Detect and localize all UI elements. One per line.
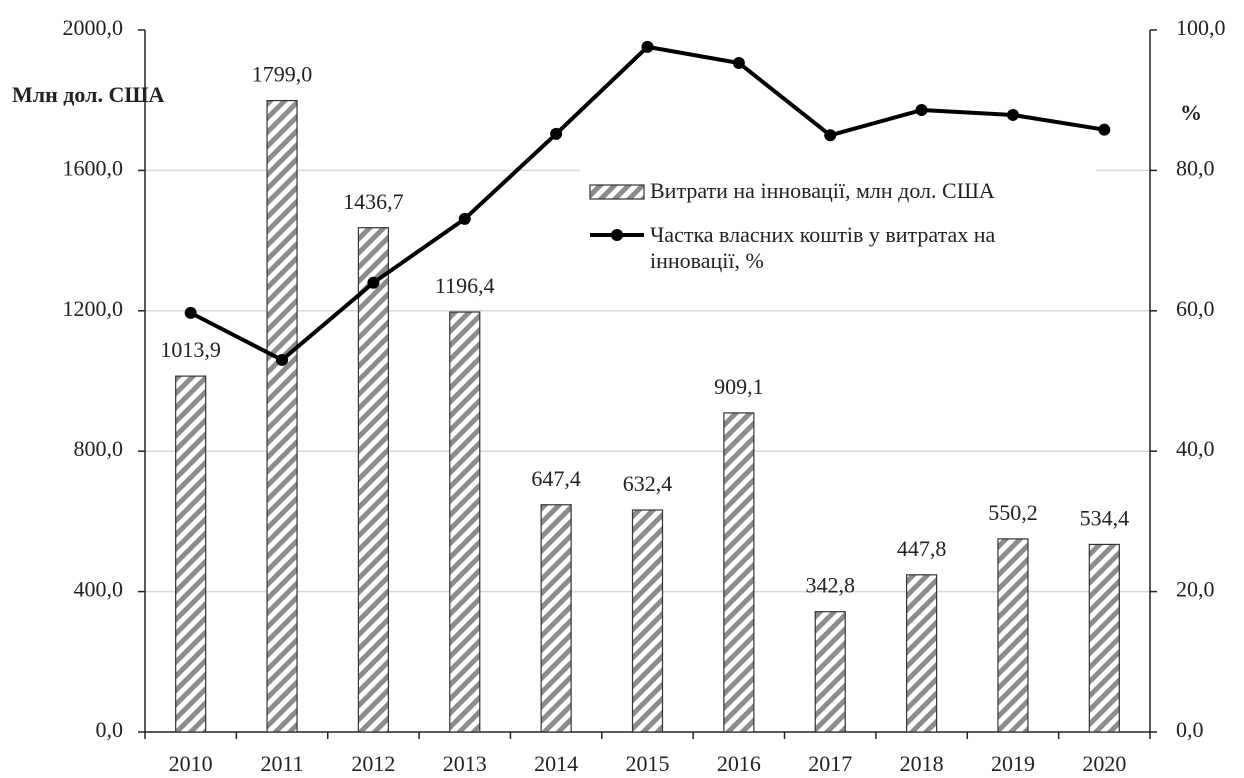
y2-tick-label: 60,0 <box>1176 296 1215 321</box>
line-marker <box>641 40 654 53</box>
y2-tick-label: 100,0 <box>1176 15 1226 40</box>
y2-tick-label: 80,0 <box>1176 155 1215 180</box>
data-label: 909,1 <box>714 374 764 399</box>
bar <box>449 311 481 733</box>
x-tick-label: 2014 <box>534 751 578 776</box>
line-marker <box>915 104 928 117</box>
y2-axis-label: % <box>1180 100 1202 125</box>
data-label: 342,8 <box>805 573 855 598</box>
y-axis-label: Млн дол. США <box>12 82 165 107</box>
y-tick-label: 400,0 <box>74 577 124 602</box>
data-label: 1436,7 <box>343 189 404 214</box>
data-label: 534,4 <box>1080 505 1130 530</box>
bar <box>723 412 755 733</box>
line-marker <box>276 353 289 366</box>
bar <box>175 375 207 733</box>
bar <box>357 227 390 733</box>
bar <box>814 611 846 733</box>
line-marker <box>824 129 837 142</box>
x-tick-label: 2013 <box>443 751 487 776</box>
data-label: 632,4 <box>623 471 673 496</box>
x-tick-label: 2016 <box>717 751 761 776</box>
x-tick-label: 2015 <box>626 751 670 776</box>
data-label: 447,8 <box>897 536 947 561</box>
bar <box>997 538 1029 733</box>
y-tick-label: 2000,0 <box>63 15 124 40</box>
data-label: 1196,4 <box>435 273 495 298</box>
bar <box>905 574 938 733</box>
line-marker <box>1098 123 1111 136</box>
y2-tick-label: 40,0 <box>1176 436 1215 461</box>
bar <box>631 509 664 733</box>
y-tick-label: 1600,0 <box>63 155 124 180</box>
x-tick-label: 2018 <box>900 751 944 776</box>
legend-swatch <box>590 229 644 241</box>
data-label: 550,2 <box>988 500 1038 525</box>
legend-item: Витрати на інновації, млн дол. США <box>588 178 1088 204</box>
y2-tick-label: 0,0 <box>1176 717 1204 742</box>
x-tick-label: 2011 <box>260 751 303 776</box>
x-tick-label: 2012 <box>351 751 395 776</box>
legend-swatch <box>589 184 645 200</box>
line-marker <box>1006 108 1019 121</box>
bar <box>1088 543 1120 733</box>
line-marker <box>367 276 380 289</box>
x-tick-label: 2010 <box>169 751 213 776</box>
data-label: 1799,0 <box>252 62 313 87</box>
y2-tick-label: 20,0 <box>1176 577 1215 602</box>
x-tick-label: 2020 <box>1082 751 1126 776</box>
data-label: 1013,9 <box>160 337 221 362</box>
legend-label: Витрати на інновації, млн дол. США <box>650 178 995 203</box>
legend: Витрати на інновації, млн дол. США Частка… <box>580 168 1096 298</box>
line-marker <box>458 212 471 225</box>
y-tick-label: 0,0 <box>96 717 124 742</box>
x-tick-label: 2019 <box>991 751 1035 776</box>
legend-swatch-bar <box>589 184 645 200</box>
y-tick-label: 1200,0 <box>63 296 124 321</box>
bar <box>266 99 298 733</box>
legend-swatch-marker <box>611 229 623 241</box>
bar <box>540 504 572 733</box>
line-marker <box>550 127 563 140</box>
line-marker <box>184 306 197 319</box>
x-tick-label: 2017 <box>808 751 852 776</box>
y-tick-label: 800,0 <box>74 436 124 461</box>
legend-label: Частка власних коштів у витратах на інно… <box>650 222 996 273</box>
legend-item: Частка власних коштів у витратах на інно… <box>588 222 1088 274</box>
data-label: 647,4 <box>531 466 581 491</box>
line-marker <box>732 56 745 69</box>
